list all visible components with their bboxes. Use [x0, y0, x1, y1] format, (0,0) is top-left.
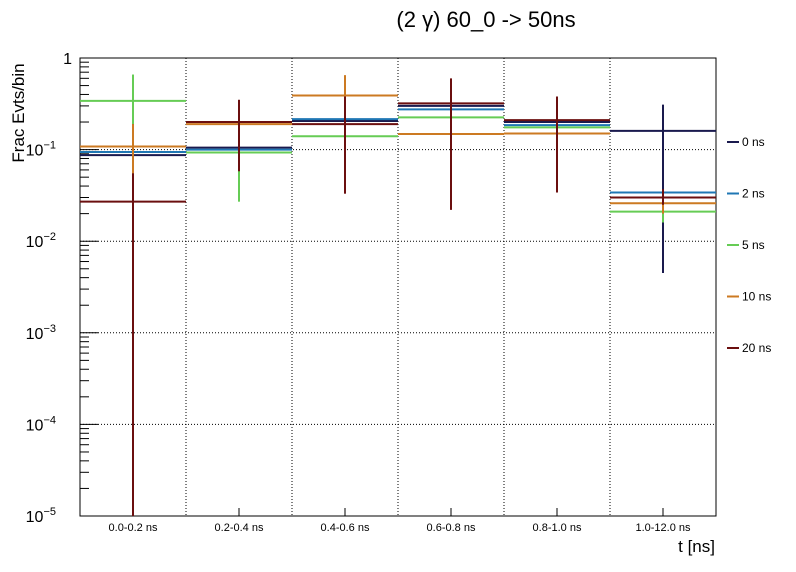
- x-tick-label: 0.4-0.6 ns: [321, 522, 370, 534]
- legend-label: 2 ns: [742, 187, 765, 201]
- legend: 0 ns 2 ns 5 ns 10 ns 20 ns: [727, 135, 771, 355]
- y-axis: 1 10−1 10−2 10−3 10−4 10−5: [26, 51, 98, 526]
- x-tick-label: 0.2-0.4 ns: [215, 522, 264, 534]
- x-tick-label: 1.0-12.0 ns: [635, 522, 691, 534]
- y-axis-label: Frac Evts/bin: [9, 63, 28, 162]
- y-tick-label: 10−1: [26, 140, 56, 160]
- x-tick-label: 0.8-1.0 ns: [533, 522, 582, 534]
- legend-label: 20 ns: [742, 341, 771, 355]
- series-group: [80, 74, 716, 516]
- y-tick-label: 10−2: [26, 231, 56, 251]
- x-tick-label: 0.0-0.2 ns: [109, 522, 158, 534]
- legend-label: 0 ns: [742, 135, 765, 149]
- y-tick-label: 1: [63, 51, 72, 68]
- series-20-ns: [80, 78, 716, 516]
- x-axis-label: t [ns]: [678, 537, 715, 556]
- chart-title: (2 γ) 60_0 -> 50ns: [396, 7, 575, 32]
- legend-label: 5 ns: [742, 238, 765, 252]
- y-tick-label: 10−4: [26, 414, 56, 434]
- y-tick-label: 10−5: [26, 506, 56, 526]
- x-axis: 0.0-0.2 ns 0.2-0.4 ns 0.4-0.6 ns 0.6-0.8 ns…: [109, 508, 691, 534]
- legend-label: 10 ns: [742, 290, 771, 304]
- y-tick-label: 10−3: [26, 323, 56, 343]
- x-tick-label: 0.6-0.8 ns: [427, 522, 476, 534]
